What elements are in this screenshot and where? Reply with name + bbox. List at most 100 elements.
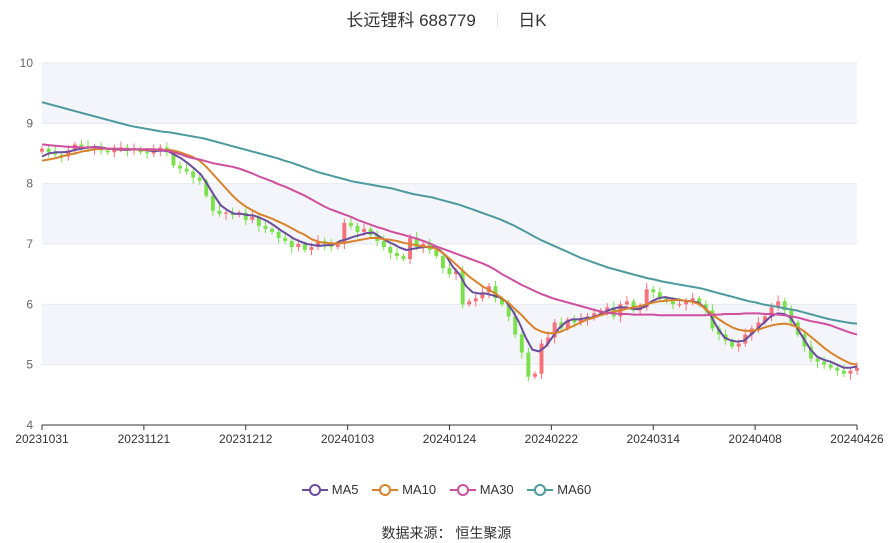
candle-body [296, 244, 301, 248]
candle-body [506, 304, 511, 317]
x-tick-label: 20240103 [321, 432, 375, 446]
candle-body [414, 237, 419, 248]
candle-body [546, 337, 551, 344]
candle-body [316, 240, 321, 248]
candle-body [335, 244, 340, 248]
candle-body [224, 212, 229, 214]
candle-body [493, 286, 498, 299]
legend-marker-ma10 [372, 483, 399, 496]
y-tick-label: 8 [26, 177, 33, 191]
candle-body [217, 210, 222, 214]
candle-body [283, 237, 288, 241]
candle-body [171, 152, 176, 166]
candle-body [256, 216, 261, 226]
candle-body [519, 334, 524, 353]
candle-body [381, 240, 386, 248]
candle-body [460, 271, 465, 305]
candle-body [565, 319, 570, 329]
candle-body [526, 352, 531, 377]
candle-body [46, 148, 51, 153]
candle-body [703, 304, 708, 311]
legend-marker-ma30 [449, 483, 476, 496]
candle-body [263, 225, 268, 229]
candle-body [513, 316, 518, 335]
candle-body [776, 301, 781, 308]
candle-body [250, 216, 255, 220]
candle-body [276, 231, 281, 238]
y-tick-label: 6 [26, 297, 33, 311]
chart-title: 长远锂科 688779 日K [0, 6, 893, 31]
candle-body [769, 307, 774, 317]
x-tick-label: 20231212 [219, 432, 273, 446]
candle-body [592, 313, 597, 317]
ma30-line [41, 143, 858, 336]
candle-body [841, 370, 846, 374]
legend-item-ma30[interactable]: MA30 [449, 482, 514, 497]
candle-body [730, 340, 735, 347]
candle-body [53, 152, 58, 155]
candle-body [578, 319, 583, 323]
candle-body [467, 301, 472, 305]
x-tick-label: 20231031 [15, 432, 69, 446]
ma10-line [41, 147, 858, 366]
moving-average-lines [41, 101, 858, 369]
gridlines [42, 62, 857, 426]
period-label: 日K [518, 11, 547, 30]
x-axis: 20231031 20231121 20231212 20240103 20240124… [15, 424, 884, 446]
legend-item-ma10[interactable]: MA10 [372, 482, 436, 497]
legend-label-ma10: MA10 [402, 482, 437, 497]
candle-body [204, 180, 209, 196]
candle-body [670, 301, 675, 305]
x-tick-label: 20240314 [627, 432, 681, 446]
candle-body [79, 144, 84, 147]
candle-body [532, 373, 537, 377]
candle-body [289, 240, 294, 248]
candle-body [500, 298, 505, 305]
title-separator [496, 13, 498, 27]
candle-body [388, 247, 393, 254]
candle-body [105, 150, 110, 153]
candle-body [454, 271, 459, 275]
candle-body [66, 150, 71, 157]
x-tick-label: 20240124 [423, 432, 477, 446]
legend-marker-ma5 [301, 483, 328, 496]
candle-body [644, 289, 649, 308]
plot-band [42, 183, 857, 244]
candle-body [690, 298, 695, 302]
candle-body [631, 301, 636, 311]
candle-body [480, 292, 485, 299]
candle-body [270, 228, 275, 232]
candle-body [782, 301, 787, 311]
plot-band [42, 63, 857, 124]
candle-body [848, 370, 853, 374]
candle-body [809, 346, 813, 359]
legend: MA5 MA10 MA30 MA60 [0, 482, 893, 500]
candle-body [605, 307, 610, 311]
candle-body [178, 165, 182, 169]
legend-item-ma5[interactable]: MA5 [301, 482, 358, 497]
candle-body [697, 298, 702, 305]
y-tick-label: 10 [20, 56, 34, 70]
candle-body [302, 244, 307, 251]
stock-name-code: 长远锂科 688779 [346, 11, 476, 30]
candle-body [362, 228, 367, 232]
candle-body [243, 212, 248, 220]
candle-body [572, 319, 577, 323]
x-tick-label: 20231121 [118, 432, 171, 446]
candle-body [552, 322, 557, 338]
y-tick-label: 5 [26, 358, 33, 372]
y-tick-label: 9 [26, 116, 33, 130]
data-source: 数据来源： 恒生聚源 [381, 525, 512, 541]
candle-body [184, 168, 189, 172]
legend-item-ma60[interactable]: MA60 [527, 482, 591, 497]
candle-body [815, 358, 820, 362]
candle-body [855, 367, 859, 371]
candle-body [197, 177, 202, 181]
candle-body [447, 268, 452, 275]
candle-body [756, 322, 761, 329]
x-tick-label: 20240408 [728, 432, 782, 446]
ma60-line [41, 101, 858, 325]
candle-body [835, 367, 840, 371]
ma5-line [41, 145, 858, 369]
candle-body [677, 304, 682, 306]
